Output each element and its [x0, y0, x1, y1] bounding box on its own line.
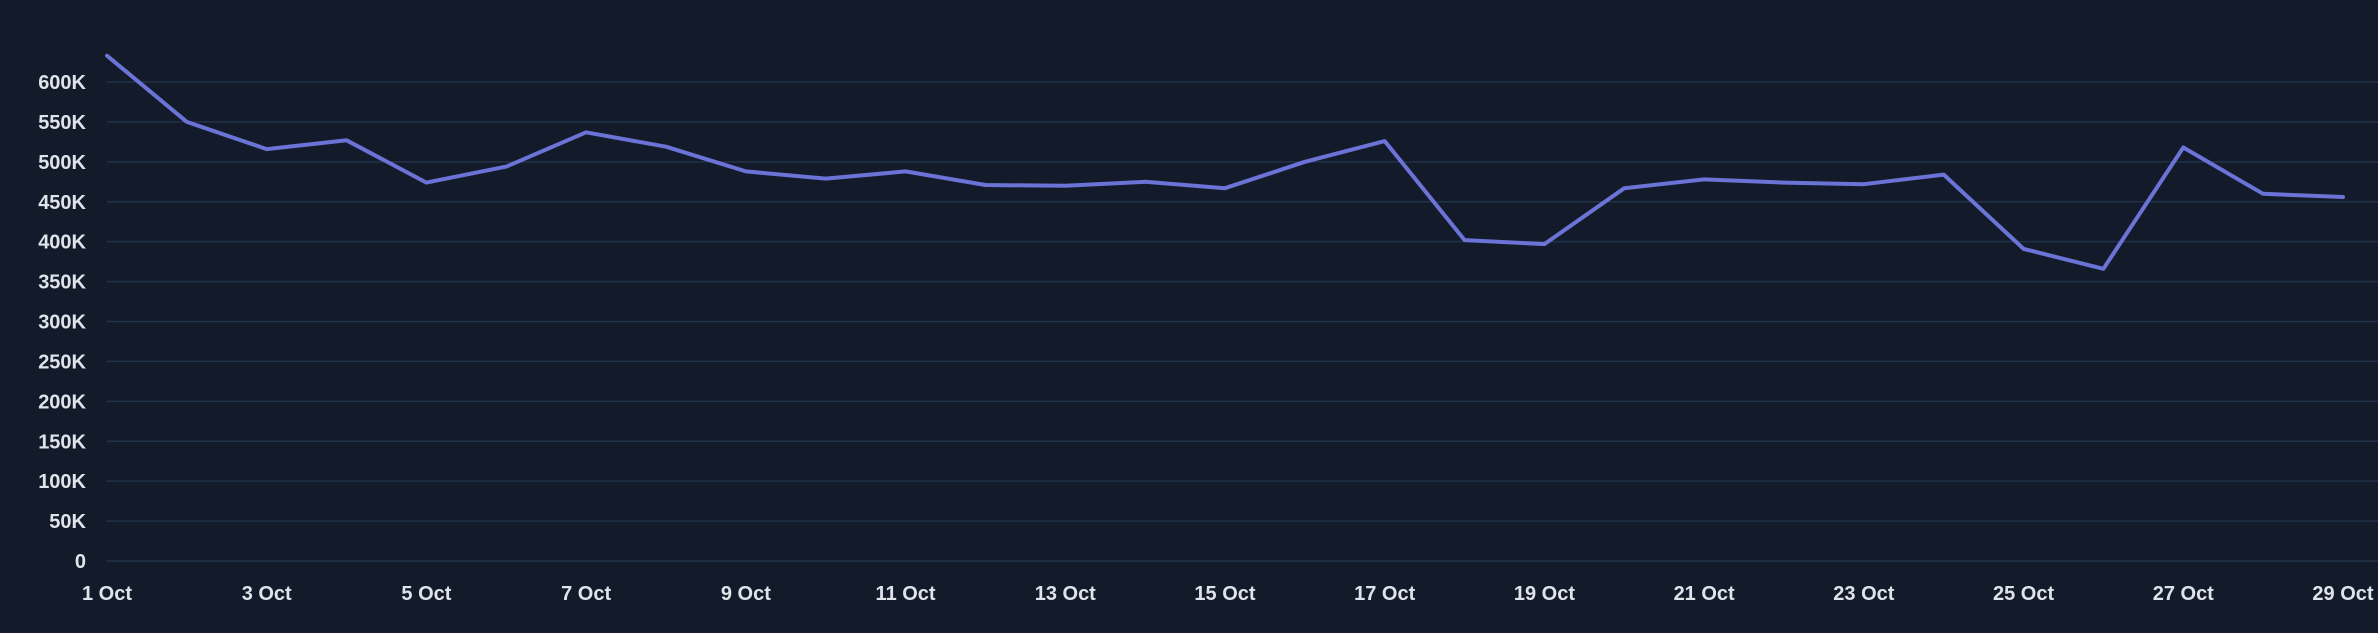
data-point[interactable] [2337, 191, 2349, 203]
x-tick-label: 13 Oct [1035, 583, 1096, 605]
data-point[interactable] [900, 165, 912, 177]
data-point[interactable] [181, 116, 193, 128]
x-tick-label: 9 Oct [721, 583, 771, 605]
y-tick-label: 250K [38, 351, 86, 373]
y-tick-label: 500K [38, 152, 86, 174]
data-point[interactable] [979, 179, 991, 191]
y-tick-label: 0 [75, 551, 86, 573]
x-tick-label: 27 Oct [2153, 583, 2214, 605]
series-group [101, 50, 2349, 275]
y-tick-label: 350K [38, 272, 86, 294]
x-tick-label: 5 Oct [401, 583, 451, 605]
data-point[interactable] [2018, 243, 2030, 255]
x-tick-label: 19 Oct [1514, 583, 1575, 605]
y-tick-label: 300K [38, 312, 86, 334]
data-point[interactable] [1538, 238, 1550, 250]
data-point[interactable] [660, 141, 672, 153]
x-tick-label: 1 Oct [82, 583, 132, 605]
data-point[interactable] [1618, 182, 1630, 194]
data-point[interactable] [1139, 176, 1151, 188]
x-tick-label: 21 Oct [1674, 583, 1735, 605]
y-tick-label: 550K [38, 112, 86, 134]
y-tick-label: 200K [38, 391, 86, 413]
y-tick-label: 50K [49, 511, 86, 533]
data-point[interactable] [2177, 141, 2189, 153]
y-axis: 0 50K 100K 150K 200K 250K 300K 350K 400K 450K 500K… [38, 72, 86, 573]
data-point[interactable] [1778, 177, 1790, 189]
data-point[interactable] [261, 143, 273, 155]
data-point[interactable] [500, 161, 512, 173]
x-tick-label: 29 Oct [2312, 583, 2373, 605]
data-point[interactable] [2097, 263, 2109, 275]
data-point[interactable] [420, 177, 432, 189]
data-point[interactable] [740, 165, 752, 177]
y-tick-label: 100K [38, 471, 86, 493]
x-tick-label: 3 Oct [242, 583, 292, 605]
data-point[interactable] [1858, 178, 1870, 190]
data-point[interactable] [1059, 180, 1071, 192]
data-point[interactable] [1299, 156, 1311, 168]
data-point[interactable] [2257, 188, 2269, 200]
data-point[interactable] [1698, 173, 1710, 185]
data-point[interactable] [1379, 135, 1391, 147]
data-point[interactable] [341, 134, 353, 146]
y-tick-label: 450K [38, 192, 86, 214]
x-tick-label: 23 Oct [1833, 583, 1894, 605]
x-tick-label: 11 Oct [876, 583, 936, 605]
y-tick-label: 150K [38, 431, 86, 453]
x-tick-label: 25 Oct [1993, 583, 2054, 605]
grid-lines [107, 81, 2378, 562]
x-tick-label: 17 Oct [1354, 583, 1415, 605]
data-point[interactable] [1938, 169, 1950, 181]
y-tick-label: 600K [38, 72, 86, 94]
x-tick-label: 15 Oct [1194, 583, 1255, 605]
data-point[interactable] [1219, 182, 1231, 194]
y-tick-label: 400K [38, 232, 86, 254]
data-point[interactable] [580, 126, 592, 138]
data-point[interactable] [1459, 234, 1471, 246]
x-axis: 1 Oct 3 Oct 5 Oct 7 Oct 9 Oct 11 Oct 13 Oct 15 … [82, 583, 2374, 605]
data-point[interactable] [101, 50, 113, 62]
x-tick-label: 7 Oct [561, 583, 611, 605]
series-line [105, 53, 2345, 271]
data-point[interactable] [820, 173, 832, 185]
